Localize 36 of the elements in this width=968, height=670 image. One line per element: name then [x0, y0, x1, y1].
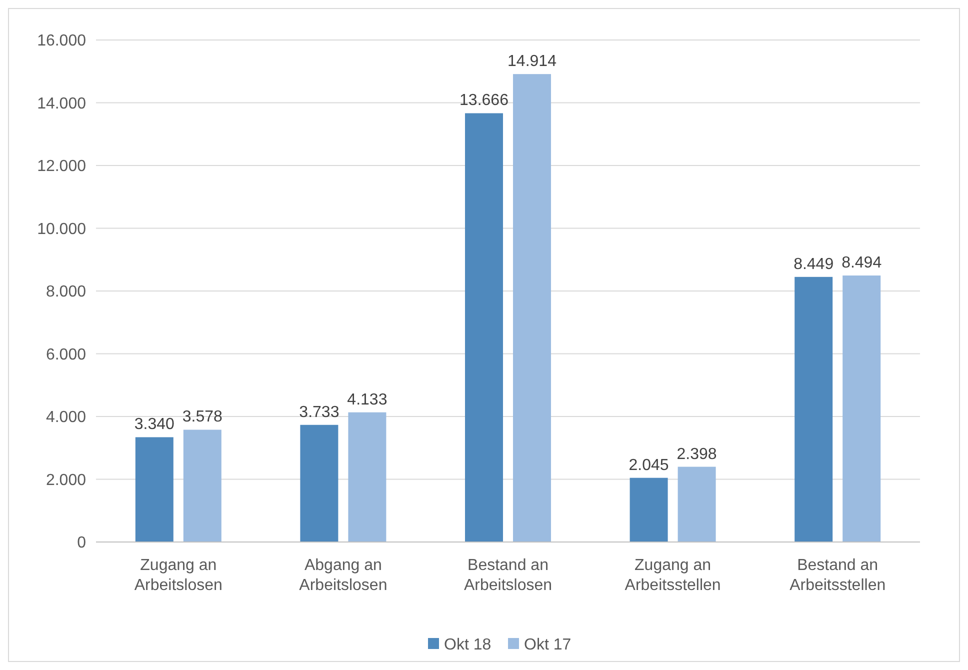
- data-label: 4.133: [347, 391, 388, 408]
- y-tick-label: 16.000: [37, 32, 86, 50]
- data-label: 13.666: [460, 92, 509, 110]
- data-label: 8.494: [842, 254, 882, 272]
- bar: [348, 412, 386, 542]
- x-tick-label: Zugang an Arbeitslosen: [134, 557, 222, 594]
- data-label: 14.914: [508, 53, 557, 70]
- y-tick-label: 6.000: [46, 346, 86, 364]
- data-label: 3.340: [134, 416, 175, 434]
- y-tick-label: 2.000: [46, 472, 86, 489]
- y-tick-label: 0: [77, 534, 86, 552]
- data-label: 2.045: [628, 456, 669, 474]
- bar: [183, 430, 222, 542]
- bar: [630, 478, 668, 542]
- y-tick-label: 14.000: [37, 95, 86, 112]
- bar: [135, 437, 174, 542]
- x-tick-label: Zugang an Arbeitsstellen: [624, 557, 721, 594]
- data-label: 2.398: [676, 446, 717, 463]
- data-label: 8.449: [794, 256, 834, 273]
- y-tick-label: 12.000: [37, 158, 86, 176]
- y-tick-label: 4.000: [46, 409, 86, 426]
- x-tick-label: Bestand an Arbeitslosen: [464, 557, 552, 594]
- bar: [794, 276, 833, 542]
- legend-label: Okt 18: [444, 636, 492, 654]
- y-tick-label: 8.000: [46, 284, 86, 301]
- bar: [465, 113, 503, 542]
- bar: [678, 466, 716, 542]
- data-label: 3.578: [182, 408, 223, 426]
- bar: [300, 424, 338, 542]
- legend-label: Okt 17: [524, 636, 572, 654]
- x-tick-label: Bestand an Arbeitsstellen: [790, 557, 886, 594]
- data-label: 3.733: [299, 404, 340, 421]
- bar: [513, 74, 551, 542]
- bar: [842, 276, 881, 542]
- x-tick-label: Abgang an Arbeitslosen: [299, 557, 388, 594]
- y-tick-label: 10.000: [37, 220, 86, 238]
